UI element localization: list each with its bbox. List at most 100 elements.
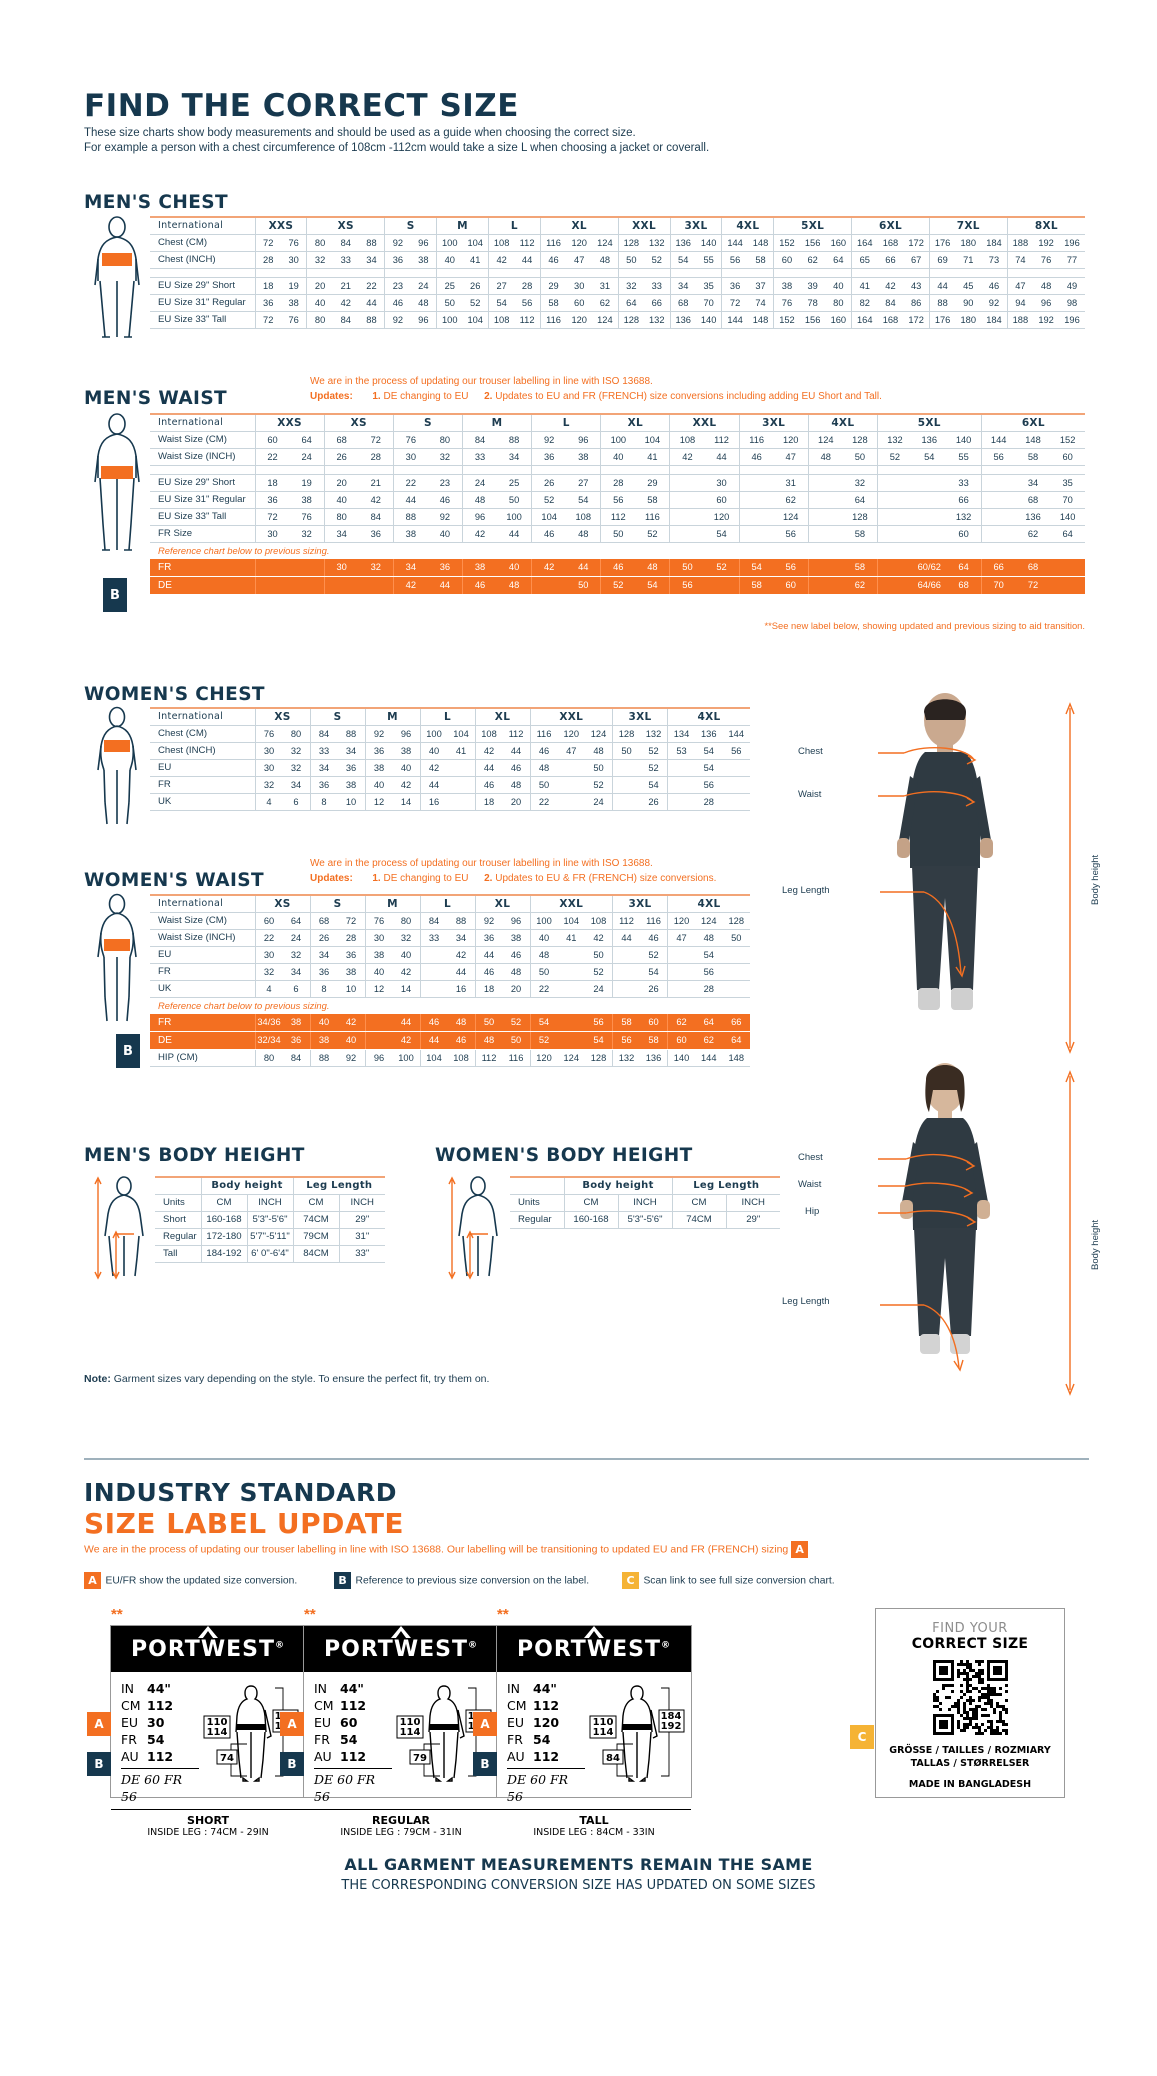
table-cell: 66 [722, 1014, 750, 1032]
label-size-key: AU [121, 1749, 139, 1764]
table-cell: 116 [502, 1049, 530, 1067]
table-cell: 124 [585, 725, 613, 743]
label-size-row: CM 112 [314, 1697, 392, 1714]
table-row: EU 30 32 34 36 38 40 42 44 46 48 50 52 54 [150, 759, 750, 777]
industry-key-row: A EU/FR show the updated size conversion… [84, 1572, 1089, 1590]
womens-waist-table: International XS S M L XL XXL 3XL 4XL Waist Size … [150, 894, 750, 1067]
table-cell: 76 [1033, 251, 1060, 269]
table-cell: 47 [1006, 277, 1034, 295]
bh-sub-header: INCH [246, 1194, 293, 1212]
table-cell: 44 [612, 929, 640, 947]
portwest-chevron-icon [198, 1625, 218, 1638]
bh-sub-header: INCH [725, 1194, 780, 1212]
table-cell: 12 [364, 980, 393, 998]
table-cell: 100 [436, 234, 463, 252]
bh-sub-header: CM [200, 1194, 247, 1212]
table-cell: 168 [877, 311, 904, 329]
size-header-8XL: 8XL [1006, 216, 1085, 235]
size-header-L: L [531, 413, 601, 432]
table-cell: 120 [704, 508, 740, 526]
size-header-S: S [309, 894, 365, 913]
table-cell: 76 [254, 725, 283, 743]
label-size-row: AU 112 [314, 1748, 392, 1765]
table-cell: 44 [502, 742, 530, 760]
bh-cell: 74CM [292, 1211, 339, 1229]
label-fit-name: REGULAR [372, 1814, 430, 1827]
label-stars: ** [111, 1606, 123, 1623]
size-header-4XL: 4XL [667, 707, 750, 726]
label-size-key: CM [121, 1698, 141, 1713]
label-inside-leg: INSIDE LEG : 79CM - 31IN [340, 1827, 462, 1838]
row-label: Chest (CM) [150, 234, 255, 252]
table-cell: 52 [644, 251, 670, 269]
table-cell [738, 508, 774, 526]
table-cell: 44 [474, 759, 503, 777]
table-cell: 36 [531, 448, 567, 466]
qr-made-in: MADE IN BANGLADESH [908, 1779, 1032, 1790]
mens-body-height-title: MEN'S BODY HEIGHT [84, 1145, 305, 1166]
table-cell: 34 [669, 277, 696, 295]
label-footer: TALL INSIDE LEG : 84CM - 33IN [497, 1809, 691, 1844]
table-cell: 40 [497, 559, 532, 577]
table-cell: 77 [1059, 251, 1085, 269]
label-size-rows: IN 44" CM 112 EU 120 FR 54 AU 112 DE 60 FR 56 [507, 1680, 585, 1805]
table-cell: 80 [323, 508, 359, 526]
table-cell [447, 759, 475, 777]
table-cell: 96 [410, 234, 437, 252]
table-cell: 68 [946, 576, 982, 595]
table-cell: 62 [799, 251, 826, 269]
bh-group-header-row: Body height Leg Length [510, 1176, 780, 1195]
table-cell: 96 [364, 1049, 393, 1067]
table-cell: 92 [427, 508, 463, 526]
row-label: Chest (INCH) [150, 251, 255, 269]
table-cell: 52 [502, 1014, 530, 1032]
male-body-height-label: Body height [1090, 854, 1101, 905]
qr-code-icon[interactable] [931, 1660, 1009, 1738]
table-cell: 46 [427, 491, 463, 509]
table-cell: 120 [529, 1049, 558, 1067]
label-size-value: 112 [147, 1698, 174, 1713]
table-cell: 84 [358, 508, 394, 526]
table-cell: 120 [566, 311, 593, 329]
table-cell: 58 [612, 1014, 640, 1032]
label-size-value: 112 [533, 1749, 560, 1764]
table-cell: 124 [592, 234, 619, 252]
row-label: DE [150, 1031, 255, 1050]
table-row: Waist Size (INCH) 22 24 26 28 30 32 33 34 36 38 40 4… [150, 929, 750, 947]
table-cell: 29 [635, 474, 670, 492]
table-cell: 28 [358, 448, 394, 466]
qr-card: FIND YOUR CORRECT SIZE GRÖSSE / TAILLES … [875, 1608, 1065, 1798]
table-cell: 104 [557, 912, 585, 930]
table-cell: 50 [529, 963, 558, 981]
table-cell [722, 963, 750, 981]
label-size-row: AU 112 [121, 1748, 199, 1765]
bh-cell: 184-192 [200, 1245, 247, 1263]
table-cell: 88 [928, 294, 956, 312]
label-size-value: 112 [340, 1698, 367, 1713]
table-cell: 46 [539, 251, 567, 269]
table-cell: 64 [722, 1031, 750, 1050]
table-cell: 80 [254, 1049, 283, 1067]
reference-note: Reference chart below to previous sizing… [158, 1000, 330, 1011]
mens-waist-update-item2: Updates to EU and FR (FRENCH) size conve… [492, 391, 882, 402]
table-cell: 60 [640, 1014, 668, 1032]
table-cell [612, 793, 640, 811]
portwest-logo-header: PORTWEST® [304, 1625, 498, 1672]
table-cell: 34 [337, 742, 365, 760]
table-cell: 42 [585, 929, 613, 947]
table-cell: 94 [1006, 294, 1034, 312]
table-cell [807, 576, 843, 595]
table-cell: 84 [419, 912, 448, 930]
key-chip-b: B [334, 1572, 352, 1590]
table-cell: 152 [773, 234, 800, 252]
mens-waist-table: International XXS XS S M L XL XXL 3XL 4XL 5XL 6XL Wa… [150, 413, 1085, 595]
row-label: Waist Size (CM) [150, 912, 255, 930]
table-cell: 72 [254, 234, 281, 252]
size-header-XL: XL [600, 413, 670, 432]
table-cell: 56 [773, 525, 809, 543]
bh-sub-header: INCH [338, 1194, 385, 1212]
table-cell: 27 [487, 277, 515, 295]
label-size-value: 30 [147, 1715, 165, 1730]
